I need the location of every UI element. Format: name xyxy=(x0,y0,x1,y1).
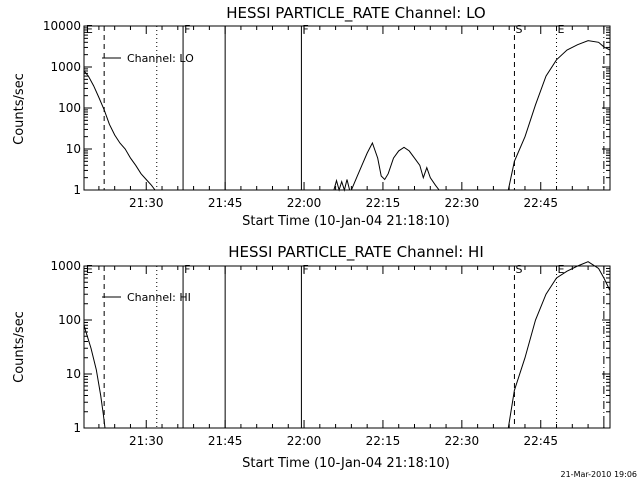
lo-x-tick-label: 21:45 xyxy=(208,196,243,210)
hi-event-marker-label: E xyxy=(558,263,565,276)
lo-legend-label: Channel: LO xyxy=(127,52,194,65)
hi-channel-panel: HESSI PARTICLE_RATE Channel: HI Start Ti… xyxy=(12,243,611,471)
hi-event-marker-label: F xyxy=(184,263,190,276)
lo-y-tick-label: 100 xyxy=(58,101,81,115)
hi-rate-series-line xyxy=(83,325,106,429)
lo-x-tick-label: 22:45 xyxy=(523,196,558,210)
lo-x-axis-label: Start Time (10-Jan-04 21:18:10) xyxy=(242,214,450,229)
lo-rate-series-line xyxy=(83,70,156,191)
lo-event-marker-label: F xyxy=(184,23,190,36)
lo-x-tick-label: 21:30 xyxy=(129,196,164,210)
hi-panel-title: HESSI PARTICLE_RATE Channel: HI xyxy=(228,243,484,262)
lo-plot-frame xyxy=(83,25,611,191)
hi-x-tick-label: 21:45 xyxy=(208,434,243,448)
lo-y-tick-label: 1000 xyxy=(50,60,81,74)
hi-y-tick-label: 1 xyxy=(73,421,81,435)
hi-x-tick-label: 22:30 xyxy=(445,434,480,448)
hi-x-tick-label: 21:30 xyxy=(129,434,164,448)
hi-plot-frame xyxy=(83,265,611,429)
hi-event-marker-label: E xyxy=(86,263,93,276)
hi-x-tick-label: 22:00 xyxy=(287,434,322,448)
hi-rate-series-line xyxy=(507,261,611,429)
lo-panel-title: HESSI PARTICLE_RATE Channel: LO xyxy=(226,4,485,23)
footer-timestamp: 21-Mar-2010 19:06 xyxy=(561,470,638,479)
hi-y-tick-label: 100 xyxy=(58,313,81,327)
lo-y-tick-label: 1 xyxy=(73,183,81,197)
lo-event-marker-label: E xyxy=(86,23,93,36)
lo-y-tick-label: 10000 xyxy=(43,19,81,33)
lo-x-tick-label: 22:30 xyxy=(445,196,480,210)
hi-legend-label: Channel: HI xyxy=(127,291,191,304)
hi-x-tick-label: 22:45 xyxy=(523,434,558,448)
lo-channel-panel: HESSI PARTICLE_RATE Channel: LO Start Ti… xyxy=(12,4,611,229)
hi-event-marker-label: F xyxy=(302,263,308,276)
lo-rate-series-line xyxy=(333,141,440,192)
lo-y-tick-label: 10 xyxy=(66,142,81,156)
hi-x-tick-label: 22:15 xyxy=(366,434,401,448)
lo-x-tick-label: 22:15 xyxy=(366,196,401,210)
lo-x-tick-label: 22:00 xyxy=(287,196,322,210)
lo-event-marker-label: S xyxy=(515,23,522,36)
lo-y-axis-label: Counts/sec xyxy=(12,73,27,145)
lo-event-marker-label: E xyxy=(558,23,565,36)
hi-event-marker-label: S xyxy=(515,263,522,276)
lo-event-marker-label: F xyxy=(302,23,308,36)
hi-y-tick-label: 1000 xyxy=(50,259,81,273)
hi-y-axis-label: Counts/sec xyxy=(12,311,27,383)
lo-rate-series-line xyxy=(507,40,611,191)
hi-y-tick-label: 10 xyxy=(66,367,81,381)
hi-x-axis-label: Start Time (10-Jan-04 21:18:10) xyxy=(242,456,450,471)
